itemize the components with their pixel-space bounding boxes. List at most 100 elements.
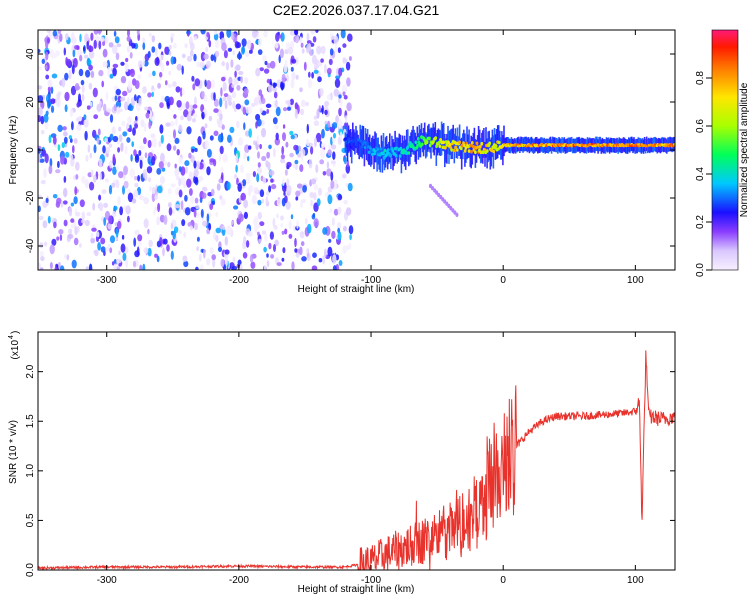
- spectrogram-cell: [98, 158, 103, 168]
- spectrogram-cell: [270, 178, 274, 183]
- spectrogram-cell: [126, 137, 131, 143]
- spectrogram-cell: [208, 223, 212, 231]
- spectrogram-marks: [38, 30, 675, 270]
- spectrogram-cell: [173, 114, 177, 119]
- spectrogram-cell: [62, 200, 68, 205]
- spectrogram-cell: [83, 46, 86, 52]
- spectrogram-cell: [467, 149, 471, 153]
- spectrogram-cell: [107, 222, 112, 230]
- spectrogram-cell: [337, 206, 342, 215]
- spectrogram-cell: [55, 169, 61, 174]
- spectrogram-cell: [363, 139, 366, 167]
- spectrogram-cell: [183, 109, 189, 118]
- spectrogram-cell: [186, 178, 192, 188]
- spectrogram-cell: [457, 136, 460, 156]
- spectrogram-cell: [248, 184, 254, 193]
- spectrogram-cell: [84, 130, 88, 141]
- spectrogram-cell: [98, 40, 102, 50]
- spectrogram-cell: [195, 204, 200, 210]
- spectrogram-cell: [247, 155, 250, 162]
- spectrogram-cell: [339, 131, 343, 140]
- spectrogram-cell: [136, 103, 139, 108]
- spectrogram-cell: [311, 54, 317, 65]
- spectrogram-cell: [193, 175, 198, 184]
- spectrogram-cell: [370, 141, 372, 167]
- spectrogram-cell: [157, 82, 162, 89]
- spectrogram-cell: [308, 71, 311, 78]
- spectrogram-cell: [117, 196, 121, 206]
- spectrogram-cell: [175, 86, 181, 93]
- spectrogram-cell: [338, 67, 343, 77]
- spectrogram-cell: [88, 82, 93, 90]
- spectrogram-cell: [79, 243, 82, 248]
- spectrogram-cell: [147, 50, 151, 59]
- spectrogram-cell: [305, 101, 309, 107]
- spectrogram-cell: [220, 258, 225, 268]
- spectrogram-cell: [57, 124, 63, 132]
- spectrogram-cell: [280, 154, 285, 160]
- spectrogram-cell: [266, 151, 270, 159]
- spectrogram-cell: [170, 33, 175, 38]
- spectrogram-cell: [333, 88, 339, 97]
- spectrogram-cell: [231, 91, 237, 99]
- spectrogram-cell: [376, 138, 378, 172]
- spectrogram-cell: [178, 178, 182, 187]
- spectrogram-cell: [144, 152, 148, 159]
- spectrogram-cell: [244, 144, 250, 153]
- spectrogram-cell: [425, 132, 427, 159]
- spectrogram-cell: [408, 143, 410, 167]
- spectrogram-cell: [245, 240, 250, 248]
- spectrogram-cell: [119, 206, 123, 216]
- spectrogram-cell: [330, 136, 333, 146]
- spectrogram-cell: [281, 145, 285, 155]
- spectrogram-cell: [309, 49, 314, 56]
- spectrogram-cell: [226, 181, 231, 191]
- spectrogram-cell: [93, 144, 97, 154]
- spectrogram-cell: [109, 114, 114, 123]
- spectrogram-cell: [149, 185, 152, 192]
- spectrogram-cell: [256, 167, 263, 174]
- spectrogram-cell: [236, 52, 243, 60]
- spectrogram-cell: [313, 69, 319, 74]
- spectrogram-cell: [257, 151, 260, 159]
- spectrogram-cell: [69, 108, 74, 118]
- spectrogram-cell: [282, 132, 286, 142]
- spectrogram-cell: [256, 135, 260, 145]
- spectrogram-cell: [149, 32, 152, 38]
- spectrogram-cell: [235, 103, 241, 110]
- spectrogram-cell: [178, 124, 182, 133]
- spectrogram-cell: [162, 247, 165, 257]
- spectrogram-cell: [126, 215, 130, 223]
- spectrogram-cell: [242, 179, 247, 187]
- spectrogram-cell: [380, 135, 383, 159]
- spectrogram-cell: [285, 141, 289, 148]
- spectrogram-cell: [344, 156, 347, 165]
- spectrogram-cell: [356, 130, 358, 153]
- spectrogram-cell: [93, 114, 99, 120]
- spectrogram-cell: [455, 212, 459, 217]
- spectrogram-cell: [59, 33, 63, 42]
- spectrogram-cell: [243, 211, 248, 219]
- spectrogram-cell: [272, 218, 276, 227]
- spectrogram-cell: [218, 153, 222, 162]
- spectrogram-cell: [219, 145, 224, 155]
- spectrogram-cell: [294, 159, 299, 165]
- spectrogram-cell: [89, 181, 95, 191]
- spectrogram-cell: [38, 85, 43, 90]
- spectrogram-cell: [153, 210, 156, 216]
- spectrogram-cell: [184, 43, 189, 49]
- spectrogram-cell: [132, 198, 137, 204]
- spectrogram-cell: [143, 137, 147, 145]
- spectrogram-cell: [294, 30, 299, 36]
- spectrogram-cell: [188, 107, 192, 116]
- spectrogram-cell: [189, 195, 195, 204]
- spectrogram-cell: [253, 140, 256, 146]
- spectrogram-cell: [144, 106, 149, 111]
- spectrogram-cell: [123, 165, 128, 176]
- spectrogram-cell: [133, 189, 139, 198]
- spectrogram-cell: [191, 118, 197, 123]
- spectrogram-cell: [234, 41, 240, 49]
- spectrogram-cell: [201, 111, 205, 120]
- spectrogram-cell: [130, 154, 133, 162]
- spectrogram-cell: [184, 207, 191, 216]
